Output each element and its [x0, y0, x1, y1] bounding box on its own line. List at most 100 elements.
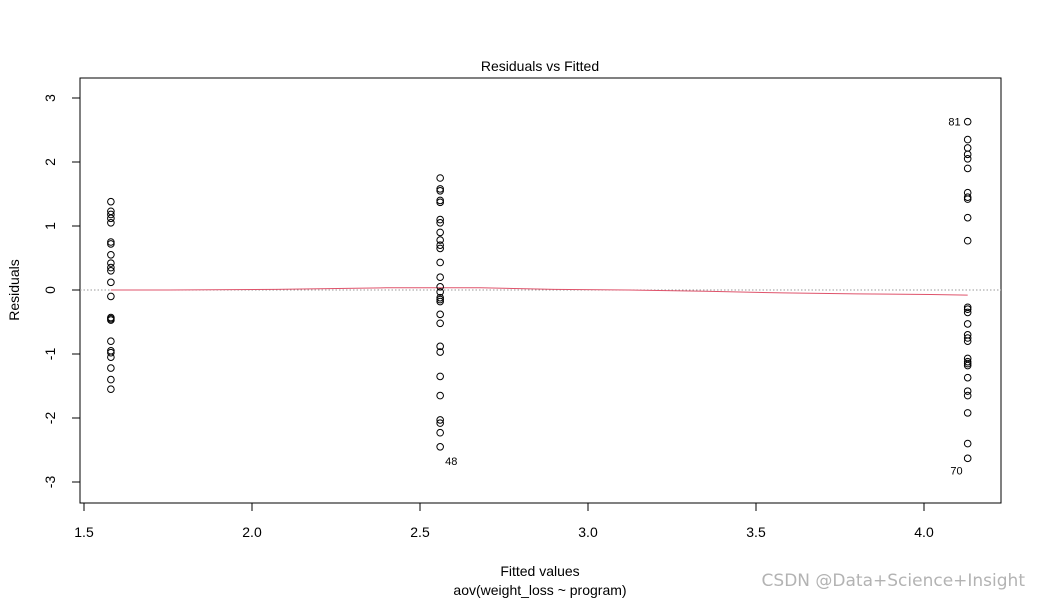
residual-point: [963, 439, 972, 448]
residual-point: [107, 337, 115, 346]
x-axis-sublabel: aov(weight_loss ~ program): [453, 582, 626, 598]
residual-point: [107, 197, 115, 206]
residual-point: [436, 297, 444, 306]
residual-point: [436, 293, 444, 302]
residual-point: [963, 357, 972, 366]
residual-point: [963, 150, 972, 159]
x-tick-label: 4.0: [914, 524, 934, 540]
residual-point: [963, 409, 972, 417]
residual-point: [436, 310, 444, 319]
residual-point: [436, 342, 444, 351]
watermark: CSDN @Data+Science+Insight: [762, 571, 1026, 591]
residual-point: [436, 198, 444, 207]
x-axis: 1.5 2.0 2.5 3.0 3.5 4.0: [74, 502, 934, 540]
residual-point: [436, 273, 444, 282]
residual-point: [436, 288, 444, 296]
residual-point: [436, 219, 444, 227]
residual-point: [436, 258, 444, 267]
residual-point: [436, 228, 444, 237]
point-annotation: 81: [948, 117, 960, 129]
residual-point: [963, 303, 972, 312]
residual-point: [107, 240, 115, 248]
x-tick-label: 2.0: [242, 524, 262, 540]
residual-point: [963, 387, 972, 395]
residual-point: [107, 385, 115, 394]
residual-point: [963, 117, 972, 126]
point-annotation: 70: [950, 465, 962, 477]
residual-point: [963, 373, 972, 382]
residual-point: [963, 320, 972, 328]
residual-point: [107, 353, 115, 362]
residual-point: [436, 372, 444, 381]
residual-point: [436, 185, 444, 193]
residual-point: [107, 210, 115, 219]
y-tick-label: -1: [42, 348, 58, 361]
residual-point: [107, 214, 115, 223]
residual-point: [107, 251, 115, 259]
residual-point: [963, 334, 972, 342]
residual-point: [436, 319, 444, 328]
chart-title: Residuals vs Fitted: [481, 58, 599, 74]
residual-point: [963, 391, 972, 400]
y-axis: -3 -2 -1 0 1 2 3: [42, 94, 81, 489]
x-tick-label: 3.0: [578, 524, 598, 540]
residual-point: [436, 244, 444, 253]
residual-point: [107, 278, 115, 287]
smoother-line: [110, 287, 968, 296]
y-tick-label: 0: [42, 286, 58, 294]
x-tick-label: 1.5: [74, 524, 94, 540]
residual-point: [436, 416, 444, 424]
y-tick-label: 3: [42, 94, 58, 102]
residual-point: [963, 337, 972, 346]
residual-point: [107, 238, 115, 246]
residual-point: [436, 348, 444, 356]
residual-point: [107, 267, 115, 275]
y-tick-label: 2: [42, 158, 58, 166]
residual-point: [107, 219, 115, 227]
residual-point: [107, 259, 115, 267]
residual-point: [107, 316, 115, 324]
residual-point: [963, 308, 972, 317]
residual-point: [107, 364, 115, 372]
residual-point: [963, 193, 972, 201]
x-axis-label: Fitted values: [500, 563, 579, 579]
plot-frame: [79, 77, 1002, 504]
residual-point: [107, 375, 115, 384]
residual-point: [436, 187, 444, 195]
y-tick-label: 1: [42, 222, 58, 230]
y-axis-label: Residuals: [6, 259, 22, 320]
residual-point: [436, 196, 444, 205]
residual-point: [436, 295, 444, 304]
residual-point: [963, 454, 972, 463]
residual-point: [436, 236, 444, 244]
residual-point: [436, 174, 444, 182]
residual-point: [436, 391, 444, 400]
residual-point: [436, 241, 444, 249]
y-tick-label: -2: [42, 412, 58, 425]
residual-point: [963, 236, 972, 245]
residual-point: [963, 361, 972, 370]
residual-point: [436, 443, 444, 451]
y-tick-label: -3: [42, 476, 58, 489]
residual-point: [963, 144, 972, 152]
point-annotations: 81 48 70: [445, 117, 963, 478]
x-tick-label: 2.5: [410, 524, 430, 540]
residual-point: [107, 292, 115, 301]
residual-point: [963, 359, 972, 368]
residual-point: [107, 348, 115, 357]
residual-point: [963, 155, 972, 163]
residual-point: [963, 135, 972, 144]
residual-point: [963, 195, 972, 203]
residual-point: [107, 263, 115, 272]
residual-points: [107, 117, 972, 463]
residual-point: [963, 164, 972, 173]
residual-point: [436, 215, 444, 224]
residual-point: [436, 283, 444, 291]
x-tick-label: 3.5: [746, 524, 766, 540]
point-annotation: 48: [445, 456, 457, 468]
residual-point: [436, 419, 444, 427]
residual-point: [963, 305, 972, 314]
residual-point: [963, 213, 972, 222]
